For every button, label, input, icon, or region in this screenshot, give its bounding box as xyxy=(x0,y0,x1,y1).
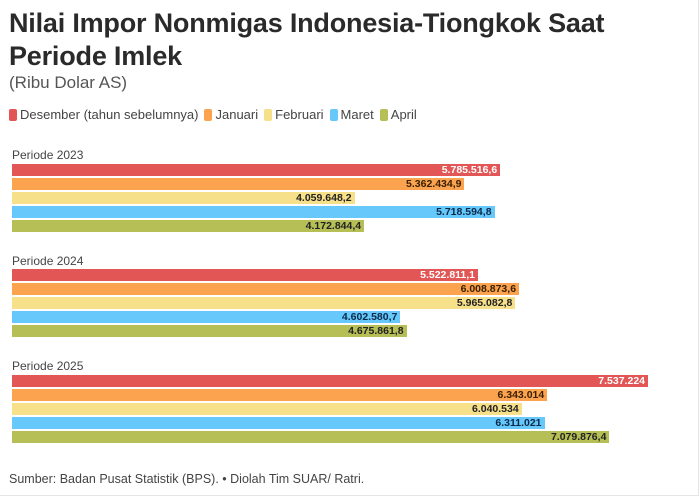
legend-swatch-icon xyxy=(379,108,388,121)
legend-item-maret: Maret xyxy=(329,107,374,122)
legend-label: April xyxy=(390,107,417,122)
chart-subtitle: (Ribu Dolar AS) xyxy=(9,73,128,92)
legend-swatch-icon xyxy=(9,108,17,121)
legend-item-februari: Februari xyxy=(264,107,324,122)
chart-title: Nilai Impor Nonmigas Indonesia-Tiongkok … xyxy=(9,8,605,71)
bar-value-label: 5.522.811,1 xyxy=(420,269,476,281)
bar-value-label: 6.040.534 xyxy=(471,403,519,415)
bar-value-label: 7.079.876,4 xyxy=(550,431,607,443)
bar-2025-maret: 6.311.021 xyxy=(12,417,545,429)
bar-2025-februari: 6.040.534 xyxy=(12,403,522,415)
bar-2023-februari: 4.059.648,2 xyxy=(12,192,355,204)
bar-value-label: 6.343.014 xyxy=(497,389,545,401)
bar-value-label: 4.059.648,2 xyxy=(296,192,352,204)
legend-item-april: April xyxy=(379,107,417,122)
bar-value-label: 6.311.021 xyxy=(495,417,542,429)
group-label-2023: Periode 2023 xyxy=(12,148,84,162)
legend-swatch-icon xyxy=(329,108,338,121)
source-footer: Sumber: Badan Pusat Statistik (BPS). • D… xyxy=(9,472,365,486)
bar-2024-februari: 5.965.082,8 xyxy=(12,297,516,309)
group-label-2025: Periode 2025 xyxy=(12,359,84,373)
bar-value-label: 5.785.516,6 xyxy=(441,164,498,176)
bar-value-label: 5.362.434,9 xyxy=(406,178,462,190)
bar-2023-januari: 5.362.434,9 xyxy=(12,178,465,190)
bar-2023-desember: 5.785.516,6 xyxy=(12,164,501,176)
group-label-2024: Periode 2024 xyxy=(12,254,84,268)
bar-2023-april: 4.172.844,4 xyxy=(12,220,365,232)
bar-value-label: 6.008.873,6 xyxy=(460,283,517,295)
legend-label: Desember (tahun sebelumnya) xyxy=(20,107,199,122)
bar-2024-januari: 6.008.873,6 xyxy=(12,283,520,295)
bar-value-label: 5.965.082,8 xyxy=(456,297,513,309)
legend-swatch-icon xyxy=(264,108,273,121)
bar-value-label: 4.172.844,4 xyxy=(305,220,362,232)
legend-label: Februari xyxy=(275,107,324,122)
legend-label: Januari xyxy=(215,107,259,122)
legend-swatch-icon xyxy=(204,108,213,121)
legend: Desember (tahun sebelumnya) Januari Febr… xyxy=(9,107,423,122)
bar-2024-maret: 4.602.580,7 xyxy=(12,311,401,323)
legend-label: Maret xyxy=(340,107,374,122)
legend-item-desember: Desember (tahun sebelumnya) xyxy=(9,107,198,122)
bar-2025-april: 7.079.876,4 xyxy=(12,431,610,443)
bar-2023-maret: 5.718.594,8 xyxy=(12,206,495,218)
bar-value-label: 5.718.594,8 xyxy=(436,206,492,218)
bar-value-label: 4.675.861,8 xyxy=(348,325,404,337)
bar-2025-desember: 7.537.224 xyxy=(12,375,648,387)
bar-2024-desember: 5.522.811,1 xyxy=(12,269,479,281)
bar-value-label: 7.537.224 xyxy=(598,375,645,387)
bar-2025-januari: 6.343.014 xyxy=(12,389,548,401)
legend-item-januari: Januari xyxy=(204,107,258,122)
bar-value-label: 4.602.580,7 xyxy=(341,311,398,323)
bar-2024-april: 4.675.861,8 xyxy=(12,325,407,337)
